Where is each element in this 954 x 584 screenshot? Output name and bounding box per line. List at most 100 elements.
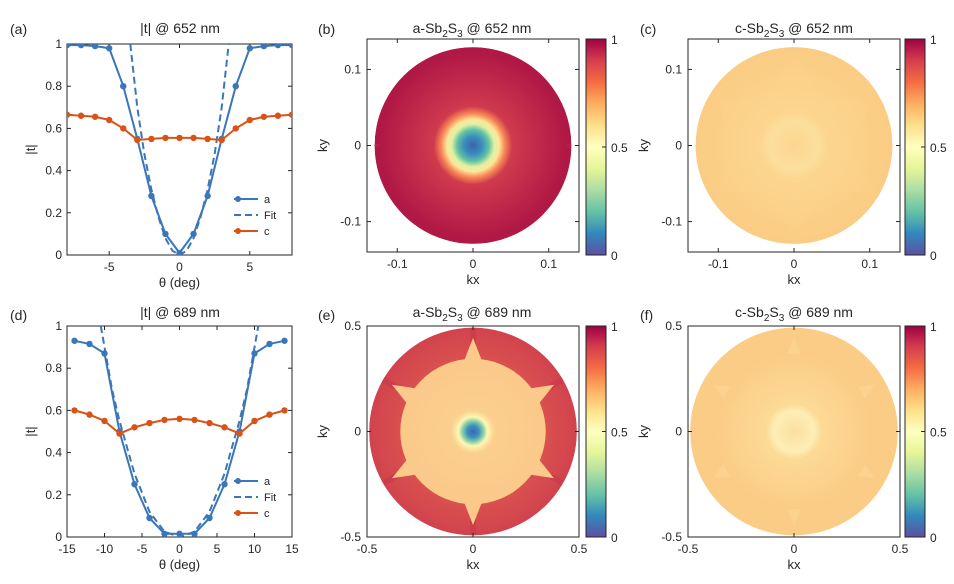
- plot-frame: [66, 325, 293, 538]
- disk-image: [695, 47, 893, 244]
- data-point-c: [148, 135, 155, 143]
- chart-title: |t| @ 652 nm: [140, 20, 220, 36]
- y-axis-label: ky: [315, 425, 330, 439]
- colorbar-tick-label: 0: [930, 531, 937, 545]
- panel-label: (f): [640, 307, 653, 323]
- legend-entry: a: [264, 194, 271, 206]
- series-group: [71, 326, 288, 537]
- data-point-c: [251, 417, 258, 425]
- x-tick-label: 0: [470, 542, 477, 556]
- data-point-c: [134, 136, 141, 144]
- title-text: @ 689 nm: [784, 304, 853, 320]
- x-tick-label: 0: [470, 257, 477, 271]
- disk-image: [369, 327, 577, 536]
- data-point-c: [67, 111, 71, 118]
- x-tick-label: -5: [104, 260, 115, 274]
- title-subscript: 2: [442, 313, 448, 324]
- y-axis-label: |t|: [23, 426, 38, 436]
- colorbar-tick-label: 0.5: [611, 141, 628, 155]
- title-text: c-Sb: [735, 20, 764, 36]
- series-line-fit: [129, 44, 230, 255]
- title-subscript: 3: [457, 29, 463, 40]
- data-point-c: [274, 112, 282, 119]
- panel-label: (c): [640, 21, 656, 37]
- y-tick-label: 0: [354, 425, 361, 439]
- data-point-c: [105, 116, 113, 124]
- x-tick-label: 0.1: [540, 257, 557, 271]
- colorbar-tick-label: 1: [611, 320, 618, 334]
- y-tick-label: -0.1: [661, 215, 682, 229]
- disk-image: [374, 47, 572, 244]
- data-point-a: [86, 340, 93, 348]
- legend-marker: [235, 228, 241, 234]
- x-tick-label: 0: [791, 542, 798, 556]
- x-tick-label: -10: [96, 542, 114, 556]
- data-point-c: [232, 125, 239, 132]
- y-tick-label: 1: [55, 37, 62, 51]
- x-axis-label: θ (deg): [159, 557, 200, 572]
- title-text: S: [448, 20, 457, 36]
- x-tick-label: -5: [137, 542, 148, 556]
- data-point-a: [221, 481, 228, 488]
- data-point-c: [77, 112, 85, 119]
- center-dip: [379, 51, 567, 240]
- title-text: S: [769, 20, 778, 36]
- title-subscript: 2: [764, 313, 770, 324]
- legend-marker: [235, 196, 241, 202]
- data-point-a: [91, 44, 99, 50]
- title-subscript: 2: [764, 29, 770, 40]
- data-point-c: [246, 116, 254, 124]
- x-tick-label: 15: [285, 542, 299, 556]
- data-point-c: [176, 134, 183, 142]
- panel-label: (d): [10, 307, 27, 323]
- legend-marker: [235, 478, 241, 484]
- data-point-c: [162, 134, 169, 142]
- x-tick-label: 10: [248, 542, 262, 556]
- colorbar-tick-label: 1: [611, 33, 618, 47]
- data-point-c: [260, 113, 268, 120]
- legend-entry: a: [264, 476, 271, 488]
- y-tick-label: 0.2: [45, 488, 62, 502]
- data-point-c: [190, 134, 197, 142]
- data-point-c: [101, 417, 108, 425]
- data-point-a: [105, 45, 113, 52]
- x-tick-label: 0.5: [892, 542, 909, 556]
- title-text: a-Sb: [413, 304, 443, 320]
- title-text: c-Sb: [735, 304, 764, 320]
- y-tick-label: 0.8: [45, 79, 62, 93]
- data-point-c: [131, 424, 138, 431]
- heatmap-f: -0.5 0 0.5 -0.5 0 0.5 c-Sb2S3 @ 689 nm (f) kx ky 0…: [636, 304, 947, 572]
- colorbar-tick-label: 0.5: [930, 426, 947, 440]
- heatmap-b: -0.1 0 0.1 -0.1 0 0.1 a-Sb2S3 @ 652 nm (b) kx ky 0…: [315, 20, 628, 287]
- data-point-a: [281, 337, 288, 344]
- title-text: @ 689 nm: [463, 304, 532, 320]
- panel-label: (b): [318, 21, 335, 37]
- x-axis-label: kx: [788, 272, 802, 287]
- x-tick-label: 0: [791, 257, 798, 271]
- x-tick-label: 0: [176, 260, 183, 274]
- y-tick-label: 0: [675, 139, 682, 153]
- series-group: [67, 44, 292, 255]
- chart-title: a-Sb2S3 @ 652 nm: [413, 20, 532, 40]
- data-point-a: [71, 337, 78, 344]
- y-tick-label: 0.6: [45, 121, 62, 135]
- legend-entry: c: [264, 508, 270, 520]
- y-tick-label: -0.5: [661, 530, 682, 544]
- y-tick-label: 0.1: [665, 62, 682, 76]
- data-point-c: [71, 407, 78, 414]
- chart-title: |t| @ 689 nm: [140, 304, 220, 320]
- title-text: a-Sb: [413, 20, 443, 36]
- y-tick-label: 0.1: [344, 62, 361, 76]
- data-point-c: [204, 135, 211, 143]
- disk-image: [690, 327, 898, 536]
- x-tick-label: -0.1: [708, 257, 729, 271]
- x-axis-label: kx: [467, 272, 481, 287]
- legend-marker: [235, 510, 241, 516]
- data-point-c: [116, 430, 123, 437]
- data-point-c: [86, 411, 93, 418]
- center-ring: [695, 47, 893, 244]
- x-tick-label: -0.5: [678, 542, 699, 556]
- x-tick-label: -0.1: [387, 257, 408, 271]
- data-point-c: [206, 419, 213, 427]
- y-axis-label: ky: [636, 425, 651, 439]
